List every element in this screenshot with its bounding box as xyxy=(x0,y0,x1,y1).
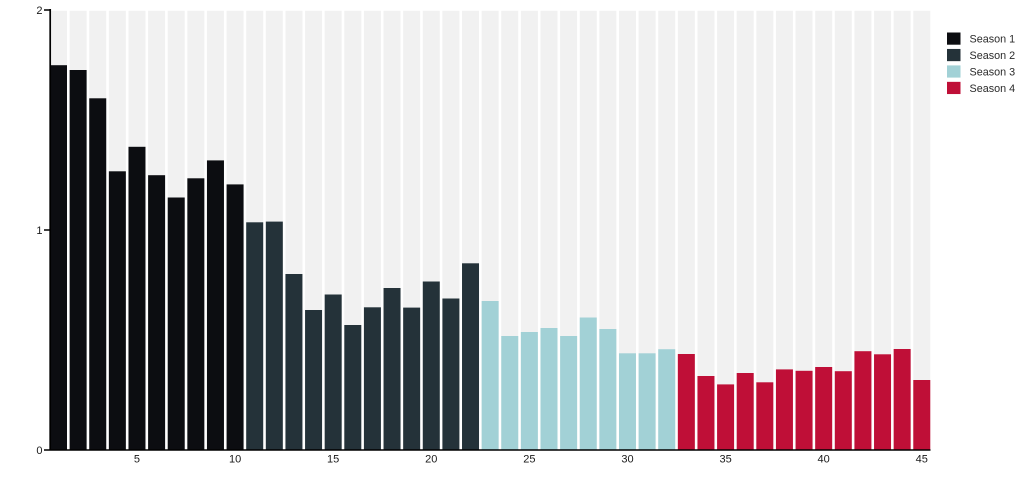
svg-text:2: 2 xyxy=(36,5,42,17)
svg-text:10: 10 xyxy=(229,454,241,466)
svg-text:5: 5 xyxy=(134,454,140,466)
svg-text:45: 45 xyxy=(916,454,928,466)
svg-text:25: 25 xyxy=(523,454,535,466)
svg-text:Season 1: Season 1 xyxy=(970,34,1016,46)
svg-text:Season 2: Season 2 xyxy=(970,50,1016,62)
svg-text:35: 35 xyxy=(719,454,731,466)
svg-text:20: 20 xyxy=(425,454,437,466)
svg-text:0: 0 xyxy=(36,445,42,457)
svg-text:15: 15 xyxy=(327,454,339,466)
svg-text:Season 3: Season 3 xyxy=(970,67,1016,79)
svg-text:40: 40 xyxy=(818,454,830,466)
svg-text:1: 1 xyxy=(36,225,42,237)
svg-text:Season 4: Season 4 xyxy=(970,83,1016,95)
svg-text:30: 30 xyxy=(621,454,633,466)
